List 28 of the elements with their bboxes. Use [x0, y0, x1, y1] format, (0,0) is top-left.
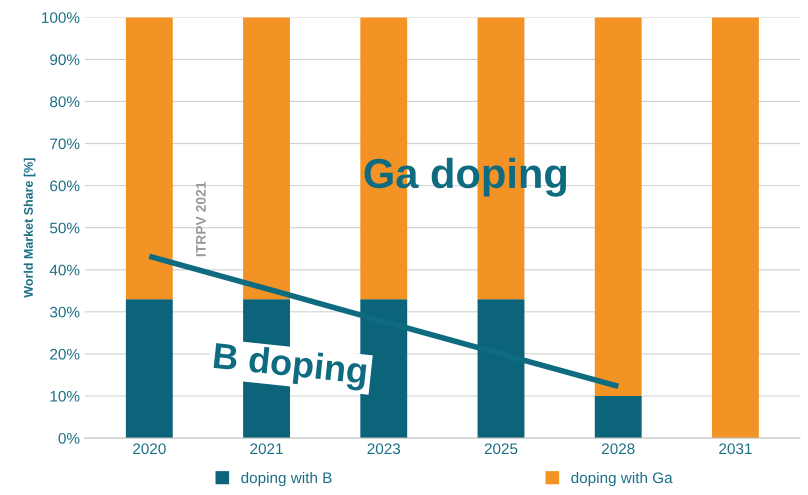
- annotation: ITRPV 2021: [196, 182, 206, 256]
- y-tick-label: 70%: [50, 138, 80, 150]
- y-tick-label: 100%: [42, 12, 80, 24]
- x-tick-label: 2020: [133, 443, 166, 454]
- y-tick-label: 50%: [50, 222, 80, 234]
- legend-label: doping with B: [241, 472, 332, 486]
- bar: [126, 299, 173, 438]
- y-tick-label: 60%: [50, 180, 80, 192]
- x-tick-label: 2023: [368, 443, 400, 454]
- x-tick-label: 2021: [250, 443, 283, 454]
- bar: [594, 396, 642, 438]
- x-tick-label: 2031: [719, 443, 752, 454]
- y-tick-label: 30%: [50, 306, 80, 318]
- annotation: B doping: [212, 342, 368, 392]
- y-tick-label: 0%: [58, 432, 80, 444]
- y-tick-label: 10%: [50, 390, 80, 402]
- bar: [712, 17, 759, 438]
- y-tick-label: 90%: [50, 54, 80, 66]
- y-tick-label: 40%: [50, 264, 80, 276]
- legend-label: doping with Ga: [571, 472, 673, 486]
- bar: [126, 17, 173, 300]
- x-tick-label: 2025: [484, 443, 518, 454]
- bar: [243, 17, 290, 300]
- x-tick-label: 2028: [602, 443, 635, 454]
- y-tick-label: 20%: [50, 348, 80, 360]
- bar: [594, 17, 642, 396]
- y-axis-title: World Market Share [%]: [24, 158, 36, 298]
- y-tick-label: 80%: [50, 96, 80, 108]
